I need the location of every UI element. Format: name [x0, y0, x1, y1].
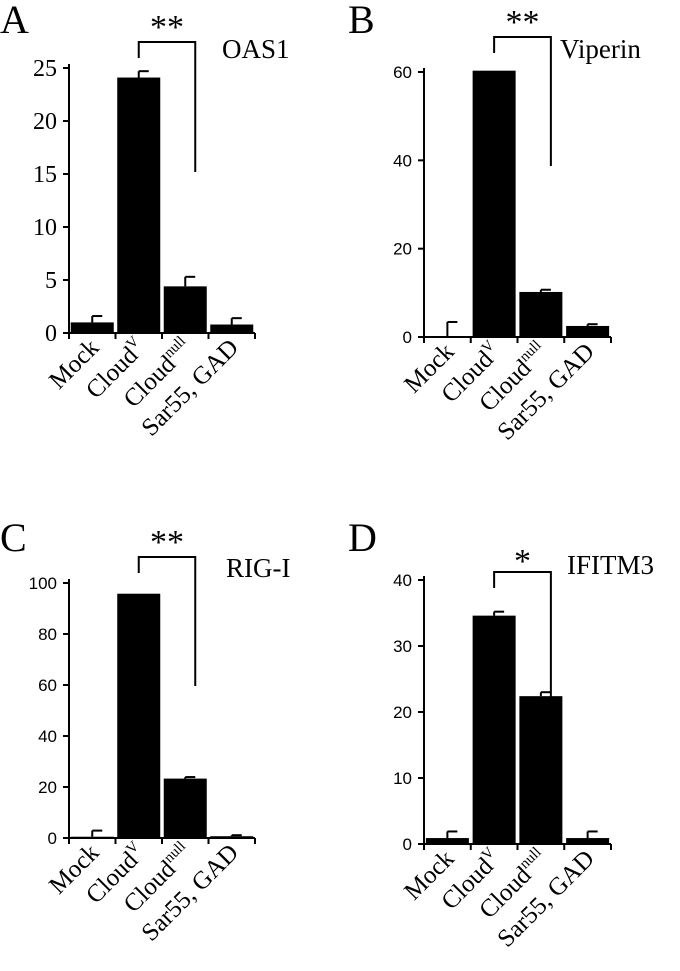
bar — [566, 325, 610, 337]
y-tick-label: 25 — [33, 56, 57, 82]
y-tick-label: 40 — [38, 727, 57, 746]
y-tick-label: 20 — [393, 703, 412, 722]
significance-bracket — [493, 571, 552, 700]
y-tick-label: 20 — [33, 109, 57, 135]
bar — [163, 286, 207, 333]
panel-letter: D — [348, 515, 377, 560]
bar — [117, 593, 161, 838]
y-tick-label: 30 — [393, 637, 412, 656]
y-tick-label: 20 — [38, 778, 57, 797]
bar — [472, 70, 516, 338]
gene-label: OAS1 — [222, 34, 290, 64]
significance-bracket — [137, 556, 197, 686]
panel-letter: B — [348, 0, 375, 42]
y-tick-label: 10 — [393, 769, 412, 788]
bar — [425, 336, 469, 337]
y-tick-label: 0 — [403, 835, 412, 854]
bar — [70, 836, 114, 838]
bar — [70, 322, 114, 333]
significance-label: ** — [150, 524, 184, 561]
y-tick-label: 80 — [38, 625, 57, 644]
bar — [117, 77, 161, 333]
significance-bracket — [137, 41, 197, 172]
panel-letter: A — [0, 0, 29, 42]
bar — [210, 836, 254, 838]
y-tick-label: 0 — [48, 829, 57, 848]
bar — [210, 324, 254, 333]
y-tick-label: 10 — [33, 215, 57, 241]
y-tick-label: 15 — [33, 162, 57, 188]
panel-a: AOAS10510152025MockCloudVCloudnullSar55,… — [0, 0, 290, 442]
y-tick-label: 40 — [393, 151, 412, 170]
significance-bracket — [493, 36, 552, 166]
y-tick-label: 0 — [45, 321, 57, 347]
significance-label: ** — [150, 9, 184, 46]
significance-label: * — [514, 543, 531, 580]
y-tick-label: 20 — [393, 240, 412, 259]
y-tick-label: 100 — [29, 574, 57, 593]
gene-label: IFITM3 — [567, 550, 654, 580]
panel-letter: C — [0, 515, 27, 560]
bar — [519, 696, 563, 844]
y-tick-label: 40 — [393, 571, 412, 590]
bar — [163, 778, 207, 838]
bar — [519, 291, 563, 337]
gene-label: RIG-I — [226, 553, 290, 583]
bar — [566, 838, 610, 844]
y-tick-label: 5 — [45, 268, 57, 294]
gene-label: Viperin — [560, 34, 641, 64]
significance-label: ** — [506, 4, 540, 41]
bar — [425, 838, 469, 844]
y-tick-label: 0 — [403, 328, 412, 347]
y-tick-label: 60 — [393, 63, 412, 82]
y-tick-label: 60 — [38, 676, 57, 695]
bar — [472, 615, 516, 844]
